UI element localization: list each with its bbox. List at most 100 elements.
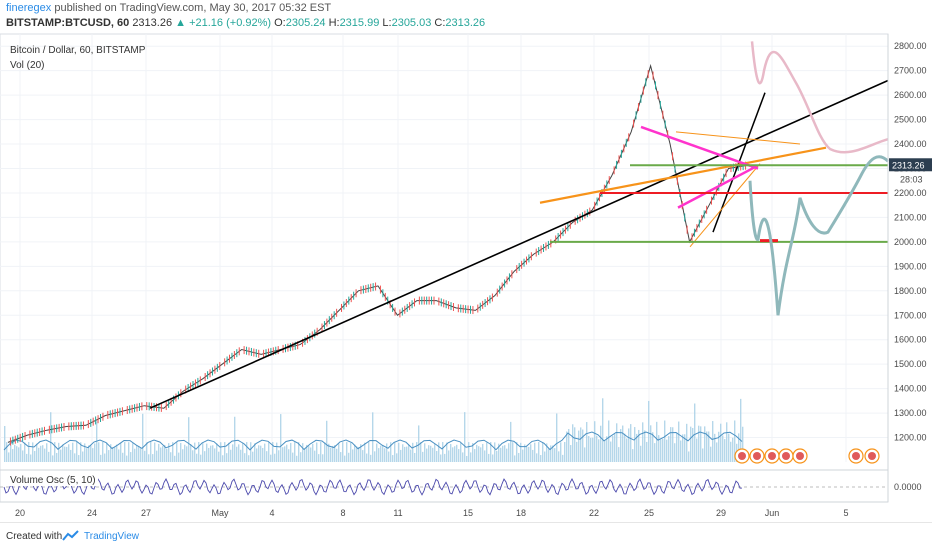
volume-bar	[120, 442, 122, 462]
volume-bar	[4, 426, 6, 462]
volume-bar	[536, 453, 538, 462]
event-flag-dot	[782, 452, 790, 460]
price-tick-label: 2400.00	[894, 139, 927, 149]
volume-bar	[198, 442, 200, 462]
volume-bar	[668, 436, 670, 462]
volume-bar	[644, 430, 646, 462]
volume-bar	[690, 426, 692, 462]
volume-bar	[16, 446, 18, 462]
volume-bar	[638, 429, 640, 462]
volume-bar	[380, 445, 382, 462]
event-flag-dot	[738, 452, 746, 460]
volume-bar	[186, 446, 188, 462]
volume-bar	[172, 442, 174, 462]
volume-bar	[732, 437, 734, 462]
volume-bar	[322, 454, 324, 462]
price-axis[interactable]: 1200.00 1300.00 1400.00 1500.00 1600.00 1700.…	[887, 34, 932, 502]
volume-bar	[696, 438, 698, 462]
volume-bar	[230, 449, 232, 462]
volume-bar	[684, 434, 686, 462]
volume-bar	[546, 443, 548, 462]
volume-bar	[44, 448, 46, 462]
volume-bar	[356, 446, 358, 462]
volume-bar	[226, 453, 228, 462]
trend-line	[149, 79, 889, 409]
time-tick-label: 22	[589, 508, 599, 518]
volume-bar	[454, 446, 456, 462]
volume-bar	[14, 444, 16, 462]
volume-bar	[58, 442, 60, 462]
volume-bar	[150, 442, 152, 462]
event-flag-dot	[852, 452, 860, 460]
volume-bar	[686, 423, 688, 462]
plot-area	[0, 33, 889, 503]
price-tick-label: 1500.00	[894, 359, 927, 369]
pink-projection-path	[750, 41, 889, 154]
volume-bar	[294, 442, 296, 462]
price-tick-label: 2000.00	[894, 237, 927, 247]
volume-bar	[48, 451, 50, 462]
volume-bar	[334, 445, 336, 462]
volume-bar	[588, 436, 590, 462]
volume-bar	[30, 454, 32, 462]
volume-bar	[378, 448, 380, 462]
volume-bar	[390, 442, 392, 462]
volume-bar	[578, 430, 580, 462]
volume-bar	[580, 427, 582, 462]
author-link[interactable]: fineregex	[6, 2, 52, 14]
volume-bar	[558, 451, 560, 462]
open-label: O:	[274, 17, 286, 29]
volume-bar	[330, 447, 332, 462]
volume-bar	[708, 431, 710, 462]
volume-bar	[520, 442, 522, 462]
volume-bar	[516, 442, 518, 462]
volume-bar	[242, 442, 244, 462]
volume-bar	[568, 429, 570, 462]
volume-bar	[116, 444, 118, 462]
volume-bar	[436, 450, 438, 462]
volume-bar	[312, 443, 314, 462]
volume-bar	[244, 453, 246, 462]
price-tick-label: 2500.00	[894, 115, 927, 125]
event-flag-dot	[768, 452, 776, 460]
volume-bar	[134, 448, 136, 462]
volume-bar	[366, 453, 368, 462]
volume-bar	[384, 448, 386, 462]
volume-bar	[270, 454, 272, 462]
time-axis[interactable]: 20 24 27 May 4 8 11 15 18 22 25 29 Jun 5	[0, 501, 888, 518]
low-label: L:	[382, 17, 392, 29]
volume-bar	[202, 442, 204, 462]
volume-bar	[596, 435, 598, 462]
volume-bar	[476, 444, 478, 462]
time-tick-label: 29	[716, 508, 726, 518]
price-tick-label: 2600.00	[894, 90, 927, 100]
volume-bar	[734, 420, 736, 462]
volume-bar	[22, 450, 24, 462]
volume-bar	[524, 444, 526, 462]
volume-bar	[572, 424, 574, 462]
price-tick-label: 2200.00	[894, 188, 927, 198]
volume-bar	[308, 446, 310, 462]
volume-bar	[590, 437, 592, 462]
volume-bar	[698, 425, 700, 462]
volume-bar	[354, 444, 356, 462]
volume-bar	[266, 451, 268, 462]
oscillator-zero-label: 0.0000	[894, 482, 922, 492]
volume-bar	[718, 431, 720, 462]
volume-bar	[432, 447, 434, 462]
high-label: H:	[328, 17, 340, 29]
volume-bar	[400, 449, 402, 462]
volume-bar	[274, 453, 276, 462]
volume-bar	[526, 446, 528, 462]
volume-bar	[26, 453, 28, 462]
price-tick-label: 2100.00	[894, 212, 927, 222]
volume-bar	[538, 442, 540, 462]
volume-bar	[518, 452, 520, 462]
volume-bar	[472, 443, 474, 462]
volume-bar	[602, 398, 604, 462]
volume-bar	[40, 445, 42, 462]
volume-bar	[246, 442, 248, 462]
volume-bar	[286, 444, 288, 462]
tradingview-link[interactable]: TradingView	[84, 531, 140, 542]
